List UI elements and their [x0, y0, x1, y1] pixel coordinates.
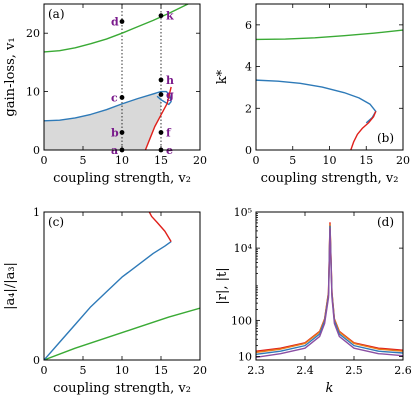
x-tick-label: 20 — [193, 364, 207, 377]
series-orange-line — [256, 223, 403, 354]
x-tick-label: 10 — [115, 364, 129, 377]
point-label-g: g — [166, 89, 174, 102]
point-c — [119, 95, 125, 100]
y-tick-label: 1 — [33, 206, 40, 219]
x-tick-label: 5 — [80, 364, 87, 377]
y-tick-label: 0 — [33, 144, 40, 157]
y-tick-label: 4 — [245, 61, 252, 74]
point-g — [158, 92, 164, 97]
x-tick-label: 5 — [289, 154, 296, 167]
series-blue-line — [256, 225, 403, 356]
x-tick-label: 0 — [41, 154, 48, 167]
y-tick-label: 10 — [26, 86, 40, 99]
x-tick-label: 2.4 — [296, 364, 314, 377]
plot-area-b — [256, 29, 403, 150]
x-tick-label: 2.5 — [345, 364, 363, 377]
y-tick-label: 10⁵ — [234, 206, 252, 219]
x-tick-label: 15 — [154, 154, 168, 167]
point-d — [119, 19, 125, 24]
series-green-line — [256, 29, 403, 41]
point-label-k: k — [166, 10, 174, 23]
panel-b: 0 5 10 15 20 0 2 4 6 (b) coupling strength, v₂ k* — [215, 3, 410, 186]
y-tick-label: 20 — [26, 27, 40, 40]
y-tick-label: 10⁴ — [234, 242, 253, 255]
series-red-line — [144, 86, 172, 150]
point-h — [158, 77, 164, 83]
x-tick-label: 2.3 — [247, 364, 265, 377]
x-tick-label: 5 — [80, 154, 87, 167]
panel-label: (a) — [48, 7, 65, 21]
point-f — [158, 130, 164, 135]
y-tick-label: 100 — [231, 314, 252, 327]
y-tick-label: 0 — [33, 354, 40, 367]
point-label-d: d — [111, 16, 119, 29]
x-axis-label: coupling strength, v₂ — [53, 171, 191, 186]
series-blue-line — [44, 241, 172, 360]
point-k — [158, 13, 164, 19]
series-red-line — [148, 212, 172, 242]
axes-frame — [43, 211, 201, 361]
x-tick-label: 20 — [193, 154, 207, 167]
x-axis-label: coupling strength, v₂ — [261, 171, 399, 186]
x-axis-label: k — [326, 381, 334, 396]
series-green-line — [44, 307, 200, 360]
panel-label: (b) — [377, 131, 394, 145]
point-label-b: b — [111, 126, 119, 139]
y-tick-label: 0 — [245, 144, 252, 157]
series-blue-line — [256, 79, 377, 124]
y-axis-label: |a₄|/|a₃| — [3, 262, 18, 310]
y-axis-label: gain-loss, v₁ — [3, 37, 18, 116]
x-tick-label: 10 — [115, 154, 129, 167]
x-tick-label: 10 — [323, 154, 337, 167]
series-green-line — [44, 4, 190, 53]
panel-label: (c) — [48, 215, 64, 229]
series-red-line — [350, 111, 377, 150]
series-purple-line — [256, 227, 403, 358]
plot-area-c — [44, 212, 200, 360]
x-tick-label: 0 — [253, 154, 260, 167]
plot-area-a — [44, 4, 190, 150]
point-b — [119, 130, 125, 135]
panel-c: 0 5 10 15 20 0 1 (c) coupling strength, v₂ |a₄|/|… — [3, 206, 207, 396]
y-tick-label: 2 — [245, 102, 252, 115]
y-axis-label: k* — [215, 69, 230, 84]
x-tick-label: 2.6 — [394, 364, 412, 377]
plot-area-d — [256, 222, 403, 358]
y-tick-label: 6 — [245, 19, 252, 32]
point-label-h: h — [166, 74, 174, 87]
panel-d: 2.3 2.4 2.5 2.6 10 100 10⁴ 10⁵ (d) k |r|, |t| — [215, 206, 412, 396]
series-blue-line — [44, 90, 172, 122]
x-tick-label: 15 — [359, 154, 373, 167]
point-label-f: f — [166, 126, 172, 139]
x-tick-label: 20 — [396, 154, 410, 167]
y-tick-label: 10 — [238, 350, 252, 363]
axes-frame — [255, 3, 404, 151]
y-axis-label: |r|, |t| — [215, 267, 230, 304]
x-tick-label: 15 — [154, 364, 168, 377]
x-tick-label: 0 — [41, 364, 48, 377]
panel-label: (d) — [377, 215, 394, 229]
point-label-c: c — [111, 91, 118, 104]
x-axis-label: coupling strength, v₂ — [53, 381, 191, 396]
shaded-region — [44, 93, 161, 150]
